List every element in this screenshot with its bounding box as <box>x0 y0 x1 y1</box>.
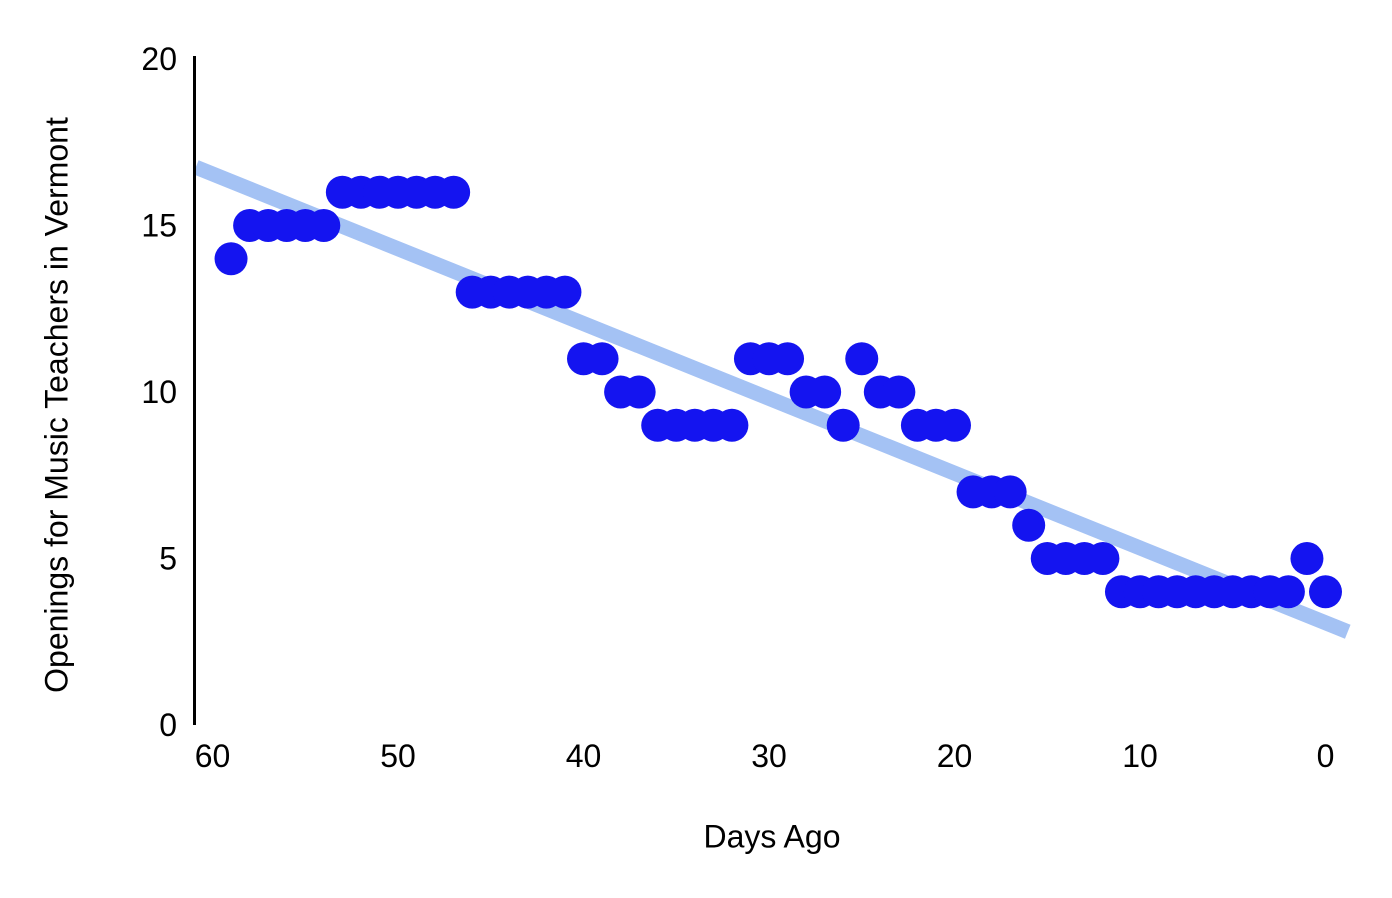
data-point <box>771 342 805 376</box>
trend-line <box>193 160 1351 639</box>
data-point <box>437 175 471 209</box>
data-point <box>1309 575 1342 609</box>
y-axis-title: Openings for Music Teachers in Vermont <box>38 117 75 693</box>
data-point <box>1290 542 1324 575</box>
data-point <box>1271 575 1305 609</box>
x-tick-label: 50 <box>380 738 416 774</box>
data-point <box>882 375 916 409</box>
data-point <box>938 408 971 442</box>
data-point <box>622 375 656 409</box>
data-point <box>826 408 860 442</box>
y-tick-label: 0 <box>159 707 177 743</box>
data-point <box>214 242 248 276</box>
y-tick-label: 5 <box>159 541 177 577</box>
data-point <box>993 475 1027 509</box>
y-tick-label: 15 <box>141 208 177 244</box>
data-point <box>548 275 582 309</box>
y-tick-label: 10 <box>141 374 177 410</box>
data-point <box>307 209 341 242</box>
data-point <box>1086 542 1120 575</box>
x-tick-label: 0 <box>1317 738 1335 774</box>
x-tick-label: 30 <box>751 738 787 774</box>
x-tick-label: 20 <box>937 738 973 774</box>
data-point <box>715 408 749 442</box>
data-point <box>585 342 619 376</box>
x-tick-label: 60 <box>195 738 231 774</box>
data-point <box>808 375 842 409</box>
x-tick-label: 10 <box>1122 738 1158 774</box>
x-axis-title: Days Ago <box>703 818 841 855</box>
x-tick-label: 40 <box>566 738 602 774</box>
y-tick-label: 20 <box>141 41 177 77</box>
data-point <box>845 342 879 376</box>
data-point <box>1012 508 1046 542</box>
